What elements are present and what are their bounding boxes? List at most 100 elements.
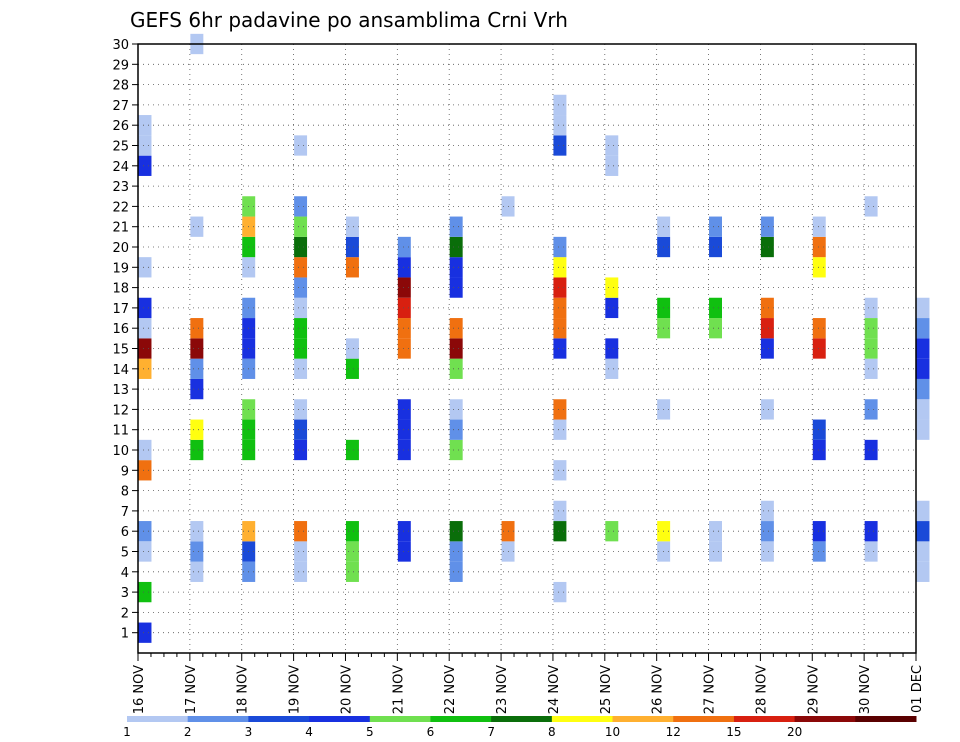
x-tick-label: 21 NOV xyxy=(391,665,406,714)
y-tick-label: 19 xyxy=(112,261,129,276)
legend-label: 12 xyxy=(666,725,681,739)
heatmap-cell xyxy=(812,338,826,359)
heatmap-cell xyxy=(138,155,152,176)
heatmap-cell xyxy=(294,521,308,542)
heatmap-cell xyxy=(190,318,204,339)
heatmap-cell xyxy=(916,399,930,420)
heatmap-cell xyxy=(812,541,826,562)
heatmap-cell xyxy=(397,541,411,562)
heatmap-cell xyxy=(138,115,152,136)
heatmap-cell xyxy=(553,460,567,481)
legend-label: 8 xyxy=(548,725,556,739)
x-tick-label: 30 NOV xyxy=(858,665,873,714)
legend-label: 5 xyxy=(366,725,374,739)
legend-swatch xyxy=(369,716,431,722)
heatmap-cell xyxy=(553,94,567,116)
legend-swatch xyxy=(612,716,674,722)
x-tick-label: 25 NOV xyxy=(599,665,614,714)
heatmap-cell xyxy=(190,439,204,461)
legend-swatch xyxy=(127,716,189,722)
heatmap-cell xyxy=(916,297,930,319)
y-tick-label: 1 xyxy=(121,627,129,642)
heatmap-cell xyxy=(864,297,878,319)
heatmap-cell xyxy=(397,236,411,258)
heatmap-cell xyxy=(709,318,722,339)
heatmap-cell xyxy=(812,318,826,339)
y-tick-label: 8 xyxy=(121,485,129,500)
heatmap-cell xyxy=(449,399,463,420)
x-tick-label: 17 NOV xyxy=(184,665,199,714)
heatmap-cell xyxy=(553,419,567,440)
heatmap-cell xyxy=(138,460,152,481)
x-tick-label: 29 NOV xyxy=(806,665,821,714)
x-tick-label: 18 NOV xyxy=(236,665,251,714)
heatmap-cell xyxy=(190,561,204,582)
heatmap-cell xyxy=(916,318,930,339)
y-tick-label: 2 xyxy=(121,606,129,621)
legend-swatch xyxy=(551,716,614,722)
heatmap-cell xyxy=(553,236,567,258)
heatmap-cell xyxy=(760,297,774,319)
legend-label: 15 xyxy=(726,725,741,739)
y-tick-label: 21 xyxy=(112,221,129,236)
heatmap-cell xyxy=(138,257,152,278)
legend-label: 20 xyxy=(787,725,802,739)
heatmap-cell xyxy=(760,216,774,237)
heatmap-cell xyxy=(138,622,152,643)
heatmap-cell xyxy=(553,257,567,278)
heatmap-cell xyxy=(138,358,152,379)
heatmap-cell xyxy=(449,561,463,582)
heatmap-cell xyxy=(190,338,204,359)
heatmap-cell xyxy=(138,521,152,542)
heatmap-cell xyxy=(190,521,204,542)
heatmap-cell xyxy=(345,439,359,461)
heatmap-cell xyxy=(397,338,411,359)
y-tick-label: 12 xyxy=(112,403,129,418)
x-tick-label: 24 NOV xyxy=(547,665,562,714)
y-tick-label: 3 xyxy=(121,586,129,601)
heatmap-cell xyxy=(916,521,930,542)
heatmap-cell xyxy=(294,196,308,217)
heatmap-cell xyxy=(916,378,930,400)
y-tick-label: 7 xyxy=(121,505,129,520)
heatmap-cell xyxy=(812,216,826,237)
heatmap-cell xyxy=(760,541,774,562)
heatmap-cell xyxy=(138,581,152,603)
legend-swatch xyxy=(430,716,492,722)
heatmap-cell xyxy=(553,521,567,542)
y-tick-label: 25 xyxy=(112,140,129,155)
y-tick-label: 9 xyxy=(121,464,129,479)
heatmap-cell xyxy=(449,216,463,237)
legend-swatch xyxy=(491,716,553,722)
heatmap-cell xyxy=(294,236,308,258)
legend-swatch xyxy=(794,716,856,722)
legend-swatch xyxy=(248,716,310,722)
y-tick-label: 15 xyxy=(112,343,129,358)
heatmap-cell xyxy=(449,439,463,461)
heatmap-cell xyxy=(449,257,463,278)
heatmap-cell xyxy=(553,135,567,156)
heatmap-cell xyxy=(294,216,308,237)
heatmap-cell xyxy=(709,297,722,319)
heatmap-cell xyxy=(812,236,826,258)
heatmap-cell xyxy=(553,399,567,420)
heatmap-cell xyxy=(553,297,567,319)
y-tick-label: 22 xyxy=(112,200,129,215)
heatmap-cell xyxy=(190,378,204,400)
y-tick-label: 18 xyxy=(112,282,129,297)
heatmap-cell xyxy=(760,399,774,420)
heatmap-cell xyxy=(294,257,308,278)
heatmap-cell xyxy=(605,155,619,176)
legend-label: 6 xyxy=(427,725,435,739)
heatmap-cell xyxy=(760,236,774,258)
y-tick-label: 11 xyxy=(112,424,129,439)
heatmap-cell xyxy=(812,521,826,542)
heatmap-cell xyxy=(397,399,411,420)
legend-label: 4 xyxy=(305,725,313,739)
heatmap-cell xyxy=(812,257,826,278)
legend-label: 1 xyxy=(123,725,131,739)
heatmap-cell xyxy=(553,277,567,298)
y-tick-label: 16 xyxy=(112,322,129,337)
legend-label: 10 xyxy=(605,725,620,739)
heatmap-cell xyxy=(294,419,308,440)
